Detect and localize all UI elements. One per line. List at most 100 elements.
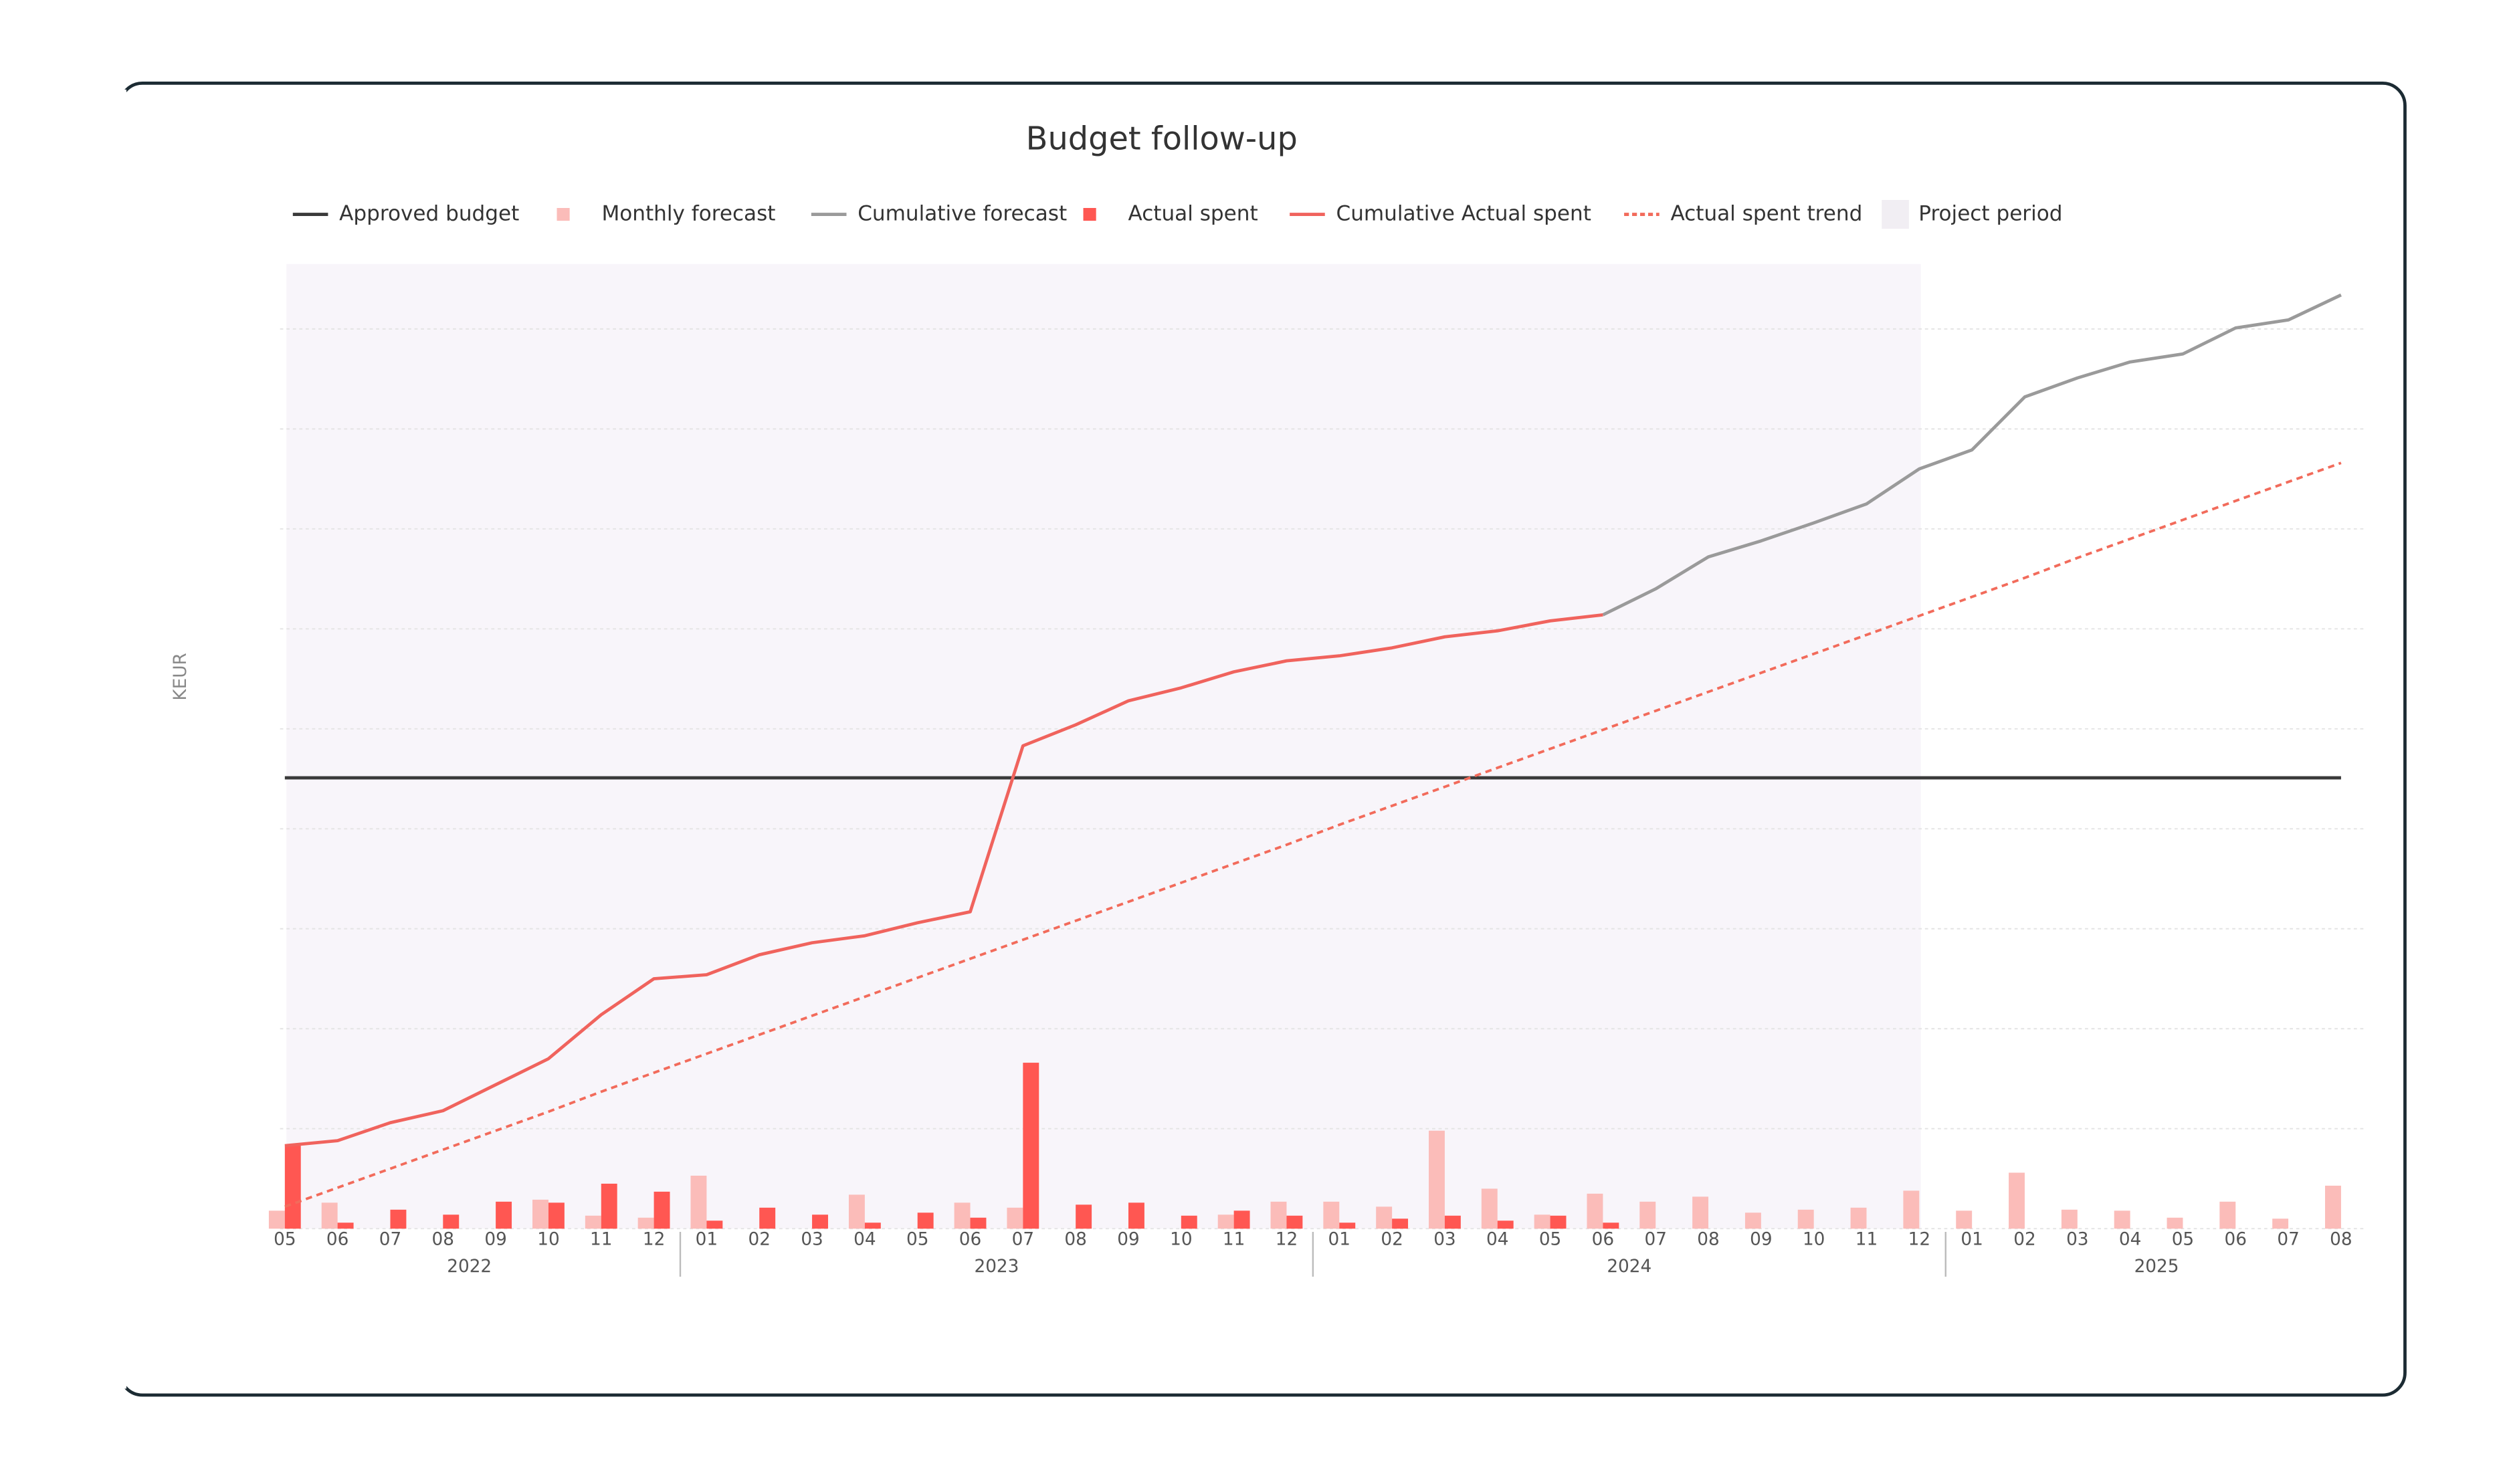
project-period — [286, 263, 1921, 1229]
legend-symbol — [1882, 200, 1909, 229]
x-tick-label: 09 — [484, 1229, 506, 1249]
bar — [321, 1202, 338, 1229]
bar — [1339, 1223, 1356, 1229]
bar — [917, 1212, 934, 1229]
x-tick-label: 08 — [432, 1229, 454, 1249]
x-tick-label: 10 — [537, 1229, 559, 1249]
bar — [2272, 1218, 2289, 1229]
year-label: 2024 — [1607, 1257, 1651, 1277]
x-tick-label: 10 — [1170, 1229, 1192, 1249]
x-tick-label: 01 — [1328, 1229, 1350, 1249]
x-tick-label: 03 — [1433, 1229, 1456, 1249]
year-label: 2025 — [2134, 1257, 2179, 1277]
bar — [1323, 1201, 1340, 1229]
x-tick-label: 08 — [1064, 1229, 1086, 1249]
x-tick-label: 05 — [2172, 1229, 2194, 1249]
x-tick-label: 07 — [1644, 1229, 1666, 1249]
x-tick-label: 05 — [1539, 1229, 1561, 1249]
x-tick-label: 01 — [1961, 1229, 1983, 1249]
x-tick-label: 03 — [801, 1229, 823, 1249]
legend-label: Actual spent — [1128, 202, 1258, 226]
x-tick-label: 11 — [590, 1229, 612, 1249]
bar — [2061, 1209, 2078, 1229]
bar — [1903, 1190, 1920, 1229]
x-tick-label: 02 — [1381, 1229, 1403, 1249]
bar — [1076, 1204, 1092, 1229]
bar — [1286, 1215, 1303, 1229]
bar — [848, 1194, 865, 1229]
bar — [1429, 1130, 1445, 1229]
bar — [1007, 1207, 1023, 1229]
x-tick-label: 12 — [1276, 1229, 1298, 1249]
bar — [706, 1221, 723, 1229]
legend-label: Cumulative Actual spent — [1336, 202, 1591, 226]
line — [284, 461, 2342, 1208]
x-tick-label: 04 — [854, 1229, 876, 1249]
bar — [1956, 1210, 1973, 1229]
bar — [1270, 1201, 1287, 1229]
chart-title: Budget follow-up — [1026, 121, 1298, 158]
bar — [1444, 1215, 1461, 1229]
legend-label: Actual spent trend — [1670, 202, 1862, 226]
bar — [1497, 1221, 1514, 1229]
bar — [443, 1214, 460, 1229]
x-tick-label: 05 — [274, 1229, 296, 1249]
bar — [496, 1201, 512, 1229]
bar — [2219, 1201, 2236, 1229]
bar — [1587, 1193, 1603, 1229]
x-tick-label: 07 — [1012, 1229, 1034, 1249]
bar — [532, 1199, 548, 1229]
x-tick-label: 05 — [906, 1229, 928, 1249]
line — [1602, 293, 2342, 617]
bar — [812, 1214, 828, 1229]
bar — [759, 1207, 776, 1229]
bar — [1534, 1214, 1550, 1229]
bar — [268, 1210, 285, 1229]
legend-label: Approved budget — [339, 202, 519, 226]
x-tick-label: 07 — [2277, 1229, 2299, 1249]
bar — [2009, 1172, 2025, 1229]
x-tick-label: 11 — [1223, 1229, 1245, 1249]
legend-label: Monthly forecast — [601, 202, 775, 226]
bar — [548, 1202, 565, 1229]
line — [284, 613, 1603, 1148]
x-tick-label: 02 — [2013, 1229, 2035, 1249]
legend-symbol — [1083, 207, 1096, 221]
bar — [1181, 1215, 1197, 1229]
x-tick-label: 06 — [959, 1229, 981, 1249]
x-tick-label: 04 — [1486, 1229, 1508, 1249]
x-tick-label: 09 — [1117, 1229, 1139, 1249]
y-axis-label: KEUR — [171, 653, 191, 700]
bar — [601, 1183, 617, 1229]
bar — [954, 1202, 971, 1229]
bar — [284, 1146, 301, 1229]
bar — [2114, 1210, 2130, 1229]
bar — [1481, 1188, 1498, 1229]
x-tick-label: 08 — [1697, 1229, 1719, 1249]
bar — [1023, 1063, 1039, 1229]
bar — [654, 1191, 670, 1229]
legend-label: Project period — [1918, 202, 2062, 226]
bar — [970, 1217, 987, 1229]
bar — [390, 1209, 407, 1229]
legend-symbol — [557, 207, 570, 221]
x-tick-label: 08 — [2330, 1229, 2352, 1249]
bar — [1639, 1201, 1656, 1229]
x-tick-label: 09 — [1750, 1229, 1772, 1249]
bar — [690, 1175, 707, 1229]
bar — [1744, 1212, 1761, 1229]
bar — [1603, 1223, 1619, 1229]
x-tick-label: 03 — [2066, 1229, 2088, 1249]
bar — [1850, 1207, 1867, 1229]
year-label: 2023 — [974, 1257, 1019, 1277]
x-tick-label: 06 — [1592, 1229, 1614, 1249]
x-tick-label: 12 — [643, 1229, 665, 1249]
bar — [1376, 1206, 1393, 1229]
x-tick-label: 06 — [2225, 1229, 2247, 1249]
bar — [1392, 1218, 1409, 1229]
x-tick-label: 07 — [379, 1229, 401, 1249]
x-tick-label: 02 — [748, 1229, 771, 1249]
bar — [585, 1215, 601, 1229]
